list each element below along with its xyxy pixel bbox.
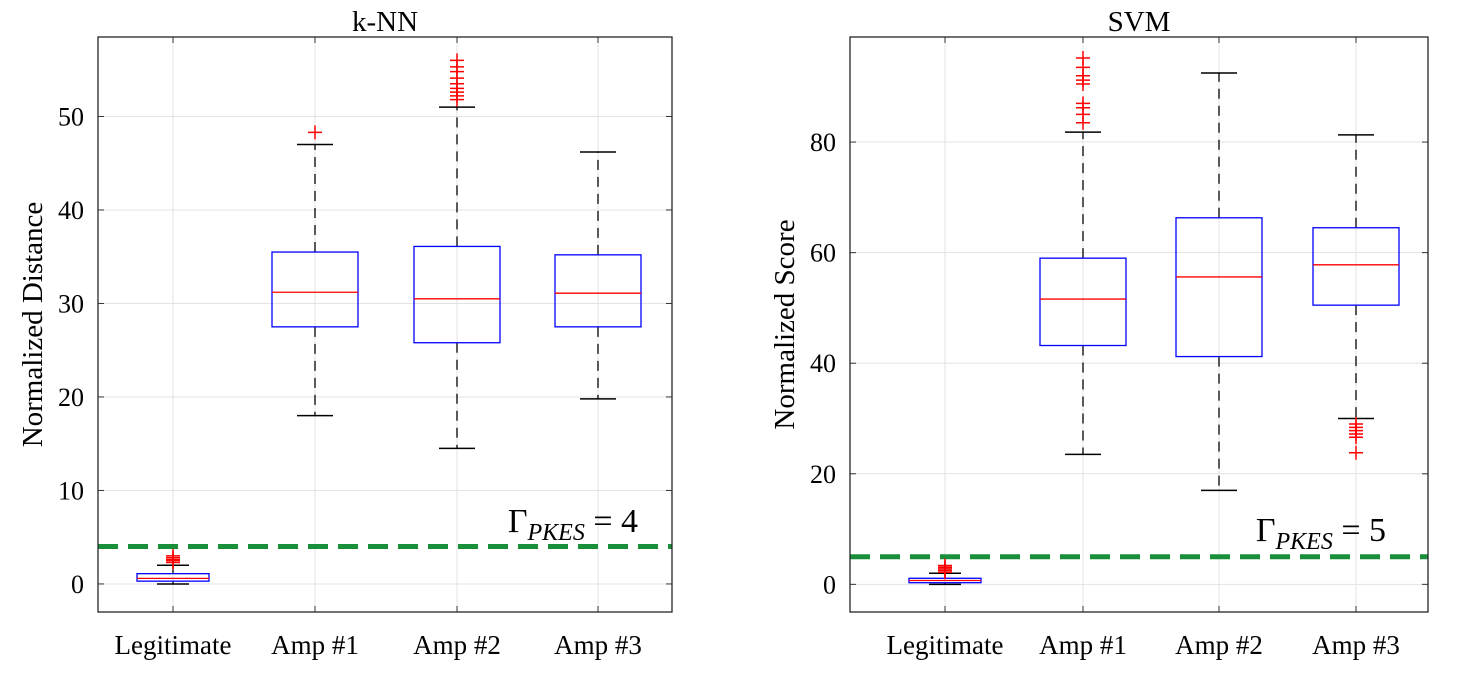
threshold-label-symbol: Γ — [508, 503, 528, 540]
box — [554, 254, 642, 328]
threshold-label-symbol: Γ — [1256, 512, 1276, 549]
chart-title: k-NN — [352, 6, 418, 38]
x-tick-label: Amp #3 — [1312, 630, 1400, 660]
x-tick-label: Legitimate — [887, 630, 1004, 660]
x-tick-label: Amp #1 — [1039, 630, 1127, 660]
y-axis-label: Normalized Score — [769, 219, 801, 429]
box — [413, 245, 501, 344]
outlier-marker — [1076, 51, 1090, 66]
y-tick-label: 0 — [71, 570, 84, 599]
x-tick-label: Amp #3 — [554, 630, 642, 660]
box — [1312, 227, 1400, 306]
y-tick-label: 50 — [58, 102, 84, 131]
threshold-label: ΓPKES = 5 — [1256, 512, 1386, 555]
plot-area — [850, 37, 1428, 612]
y-tick-label: 0 — [823, 570, 836, 599]
chart-0: 0 10 20 30 40 50 Legitimate Amp #1 Amp #2 Amp #3 k… — [17, 6, 673, 660]
y-tick-label: 60 — [810, 239, 836, 268]
outlier-marker — [1076, 96, 1090, 111]
outlier-marker — [308, 125, 322, 140]
y-tick-label: 20 — [58, 383, 84, 412]
y-tick-label: 40 — [58, 196, 84, 225]
box-group — [554, 151, 642, 400]
y-tick-label: 10 — [58, 476, 84, 505]
box-group — [1039, 51, 1127, 456]
x-tick-label: Amp #2 — [1175, 630, 1263, 660]
box-group — [1312, 134, 1400, 460]
threshold-label-subscript: PKES — [526, 520, 584, 546]
box — [1175, 217, 1263, 358]
y-tick-label: 80 — [810, 128, 836, 157]
box — [136, 573, 210, 582]
outlier-marker — [938, 558, 952, 573]
outlier-marker — [450, 53, 464, 68]
y-tick-label: 40 — [810, 349, 836, 378]
y-axis-label: Normalized Distance — [17, 202, 49, 448]
x-tick-label: Amp #1 — [271, 630, 359, 660]
y-tick-label: 20 — [810, 460, 836, 489]
plot-area — [98, 37, 672, 612]
box — [271, 251, 359, 328]
threshold-label-value: = 4 — [585, 503, 638, 540]
x-tick-label: Amp #2 — [413, 630, 501, 660]
box — [1039, 257, 1127, 347]
chart-title: SVM — [1108, 6, 1171, 38]
threshold-label: ΓPKES = 4 — [508, 503, 638, 546]
outlier-marker — [166, 548, 180, 563]
threshold-label-value: = 5 — [1333, 512, 1386, 549]
outlier-marker — [1349, 430, 1363, 445]
chart-1: 0 20 40 60 80 Legitimate Amp #1 Amp #2 Amp #3 SVM… — [769, 6, 1429, 660]
axes-frame — [849, 36, 1429, 613]
box-group — [271, 125, 359, 417]
axes-frame — [97, 36, 673, 613]
outlier-marker — [1349, 445, 1363, 460]
threshold-label-subscript: PKES — [1274, 529, 1332, 555]
box-group — [136, 548, 210, 585]
box-group — [908, 558, 982, 586]
box-group — [1175, 72, 1263, 492]
y-tick-label: 30 — [58, 289, 84, 318]
box-group — [413, 53, 501, 450]
x-tick-label: Legitimate — [115, 630, 232, 660]
